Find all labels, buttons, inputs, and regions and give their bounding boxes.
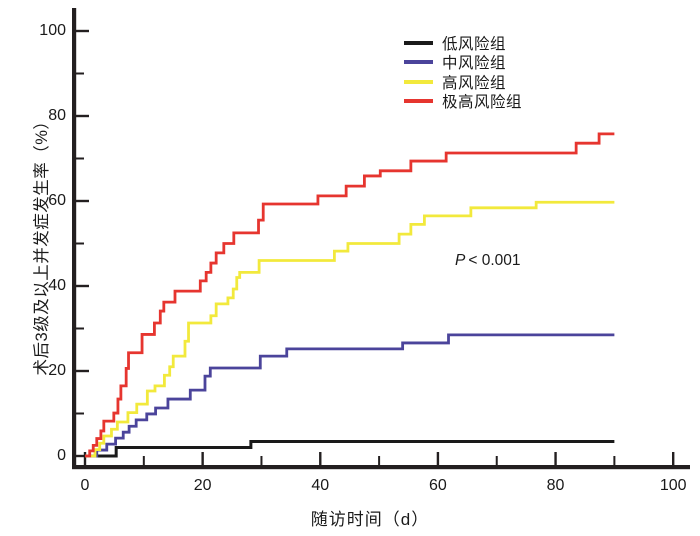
curve-低风险组 xyxy=(85,440,615,458)
legend-label: 高风险组 xyxy=(442,74,507,92)
x-tick-label: 40 xyxy=(311,477,330,494)
x-tick-label: 100 xyxy=(659,477,687,494)
p-value-annotation: P < 0.001 xyxy=(455,252,521,270)
legend-line-swatch xyxy=(404,60,433,65)
x-axis-line xyxy=(72,465,690,470)
x-tick-label: 20 xyxy=(193,477,212,494)
step-curves xyxy=(85,132,615,458)
legend-item-high-risk: 高风险组 xyxy=(404,72,522,92)
curve-极高风险组 xyxy=(85,132,615,458)
y-tick-label: 80 xyxy=(48,107,66,124)
legend-line-swatch xyxy=(404,79,433,84)
legend-line-swatch xyxy=(404,40,433,45)
legend-label: 中风险组 xyxy=(442,55,507,73)
legend-item-very-high-risk: 极高风险组 xyxy=(404,92,523,112)
y-tick-label: 60 xyxy=(48,192,66,209)
legend-item-low-risk: 低风险组 xyxy=(404,33,522,53)
x-axis-title: 随访时间（d） xyxy=(310,510,430,529)
y-tick-label: 40 xyxy=(48,277,66,294)
y-tick-label: 0 xyxy=(57,447,66,464)
curve-高风险组 xyxy=(85,200,615,458)
legend-label: 极高风险组 xyxy=(442,94,523,112)
curve-中风险组 xyxy=(85,333,615,458)
y-axis-line xyxy=(72,8,77,469)
axis-ticks xyxy=(76,29,675,465)
x-tick-label: 0 xyxy=(80,477,90,494)
x-tick-label: 80 xyxy=(546,477,565,494)
legend-line-swatch xyxy=(404,99,433,104)
y-tick-label: 100 xyxy=(39,22,66,39)
p-value: < 0.001 xyxy=(468,252,521,269)
y-axis-title: 术后3级及以上并发症发生率（%） xyxy=(33,112,51,376)
x-tick-label: 60 xyxy=(429,477,447,494)
legend-item-medium-risk: 中风险组 xyxy=(404,53,522,73)
legend: 低风险组 中风险组 高风险组 极高风险组 xyxy=(404,33,522,111)
legend-label: 低风险组 xyxy=(442,35,507,53)
y-tick-label: 20 xyxy=(48,362,66,379)
p-symbol: P xyxy=(455,252,466,269)
